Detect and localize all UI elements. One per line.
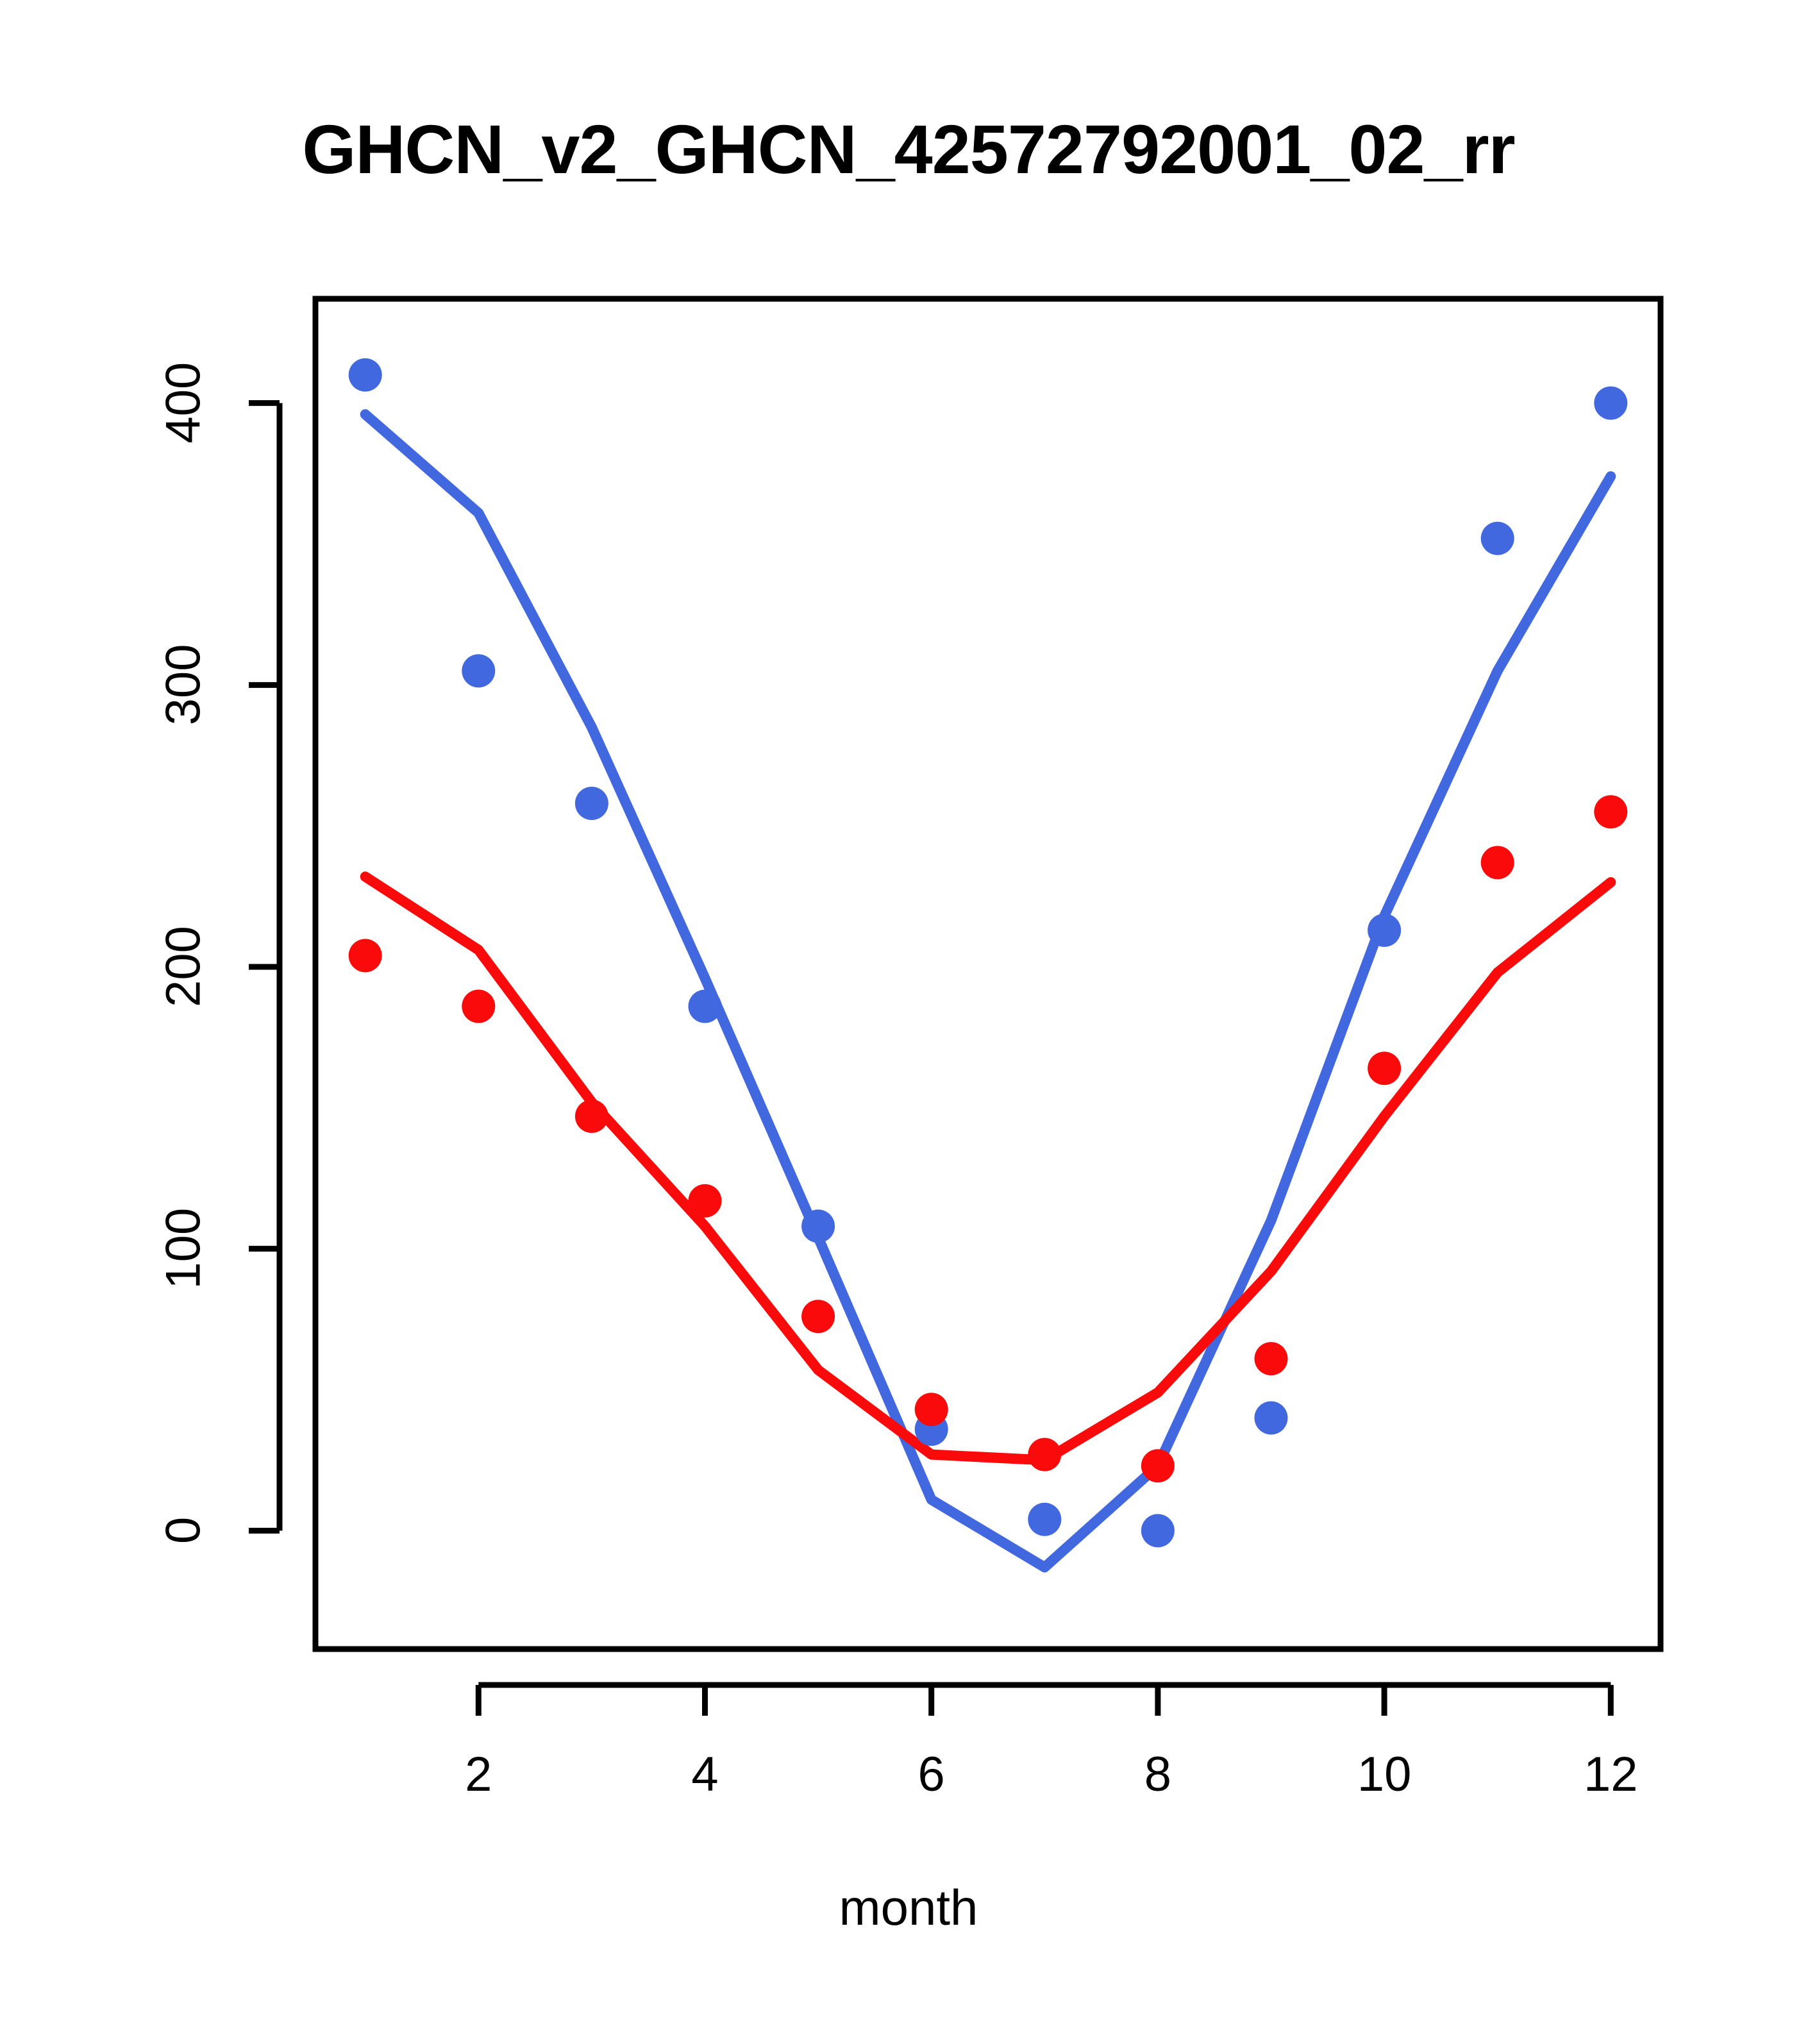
data-point-blue-points bbox=[462, 654, 496, 688]
data-point-red-points bbox=[688, 1184, 722, 1218]
y-axis-tick-label: 0 bbox=[156, 1516, 211, 1544]
x-axis-tick-label: 10 bbox=[1357, 1747, 1412, 1802]
plot-box bbox=[312, 296, 1664, 1652]
data-point-red-points bbox=[1480, 846, 1514, 880]
plot-frame bbox=[312, 296, 1664, 1652]
data-point-red-points bbox=[914, 1393, 948, 1427]
data-point-red-points bbox=[1368, 1051, 1402, 1085]
data-point-red-points bbox=[574, 1100, 608, 1134]
data-point-blue-points bbox=[1368, 913, 1402, 947]
data-point-red-points bbox=[1141, 1449, 1175, 1483]
data-point-blue-points bbox=[1254, 1401, 1288, 1435]
data-point-red-points bbox=[348, 939, 382, 973]
y-axis-tick-label: 200 bbox=[156, 926, 211, 1007]
x-axis-tick-label: 4 bbox=[691, 1747, 719, 1802]
data-point-red-points bbox=[801, 1300, 835, 1334]
data-point-blue-points bbox=[348, 358, 382, 392]
y-axis-tick-label: 100 bbox=[156, 1207, 211, 1289]
x-axis-tick-label: 8 bbox=[1144, 1747, 1172, 1802]
axis-group bbox=[249, 400, 1614, 1716]
data-point-blue-points bbox=[801, 1209, 835, 1243]
data-point-red-points bbox=[1594, 795, 1628, 829]
x-axis-label: month bbox=[839, 1879, 978, 1936]
x-axis-tick-label: 2 bbox=[465, 1747, 492, 1802]
data-point-blue-points bbox=[1028, 1502, 1062, 1536]
data-point-blue-points bbox=[1141, 1514, 1175, 1548]
page-title: GHCN_v2_GHCN_42572792001_02_rr bbox=[302, 110, 1515, 188]
data-point-blue-points bbox=[574, 787, 608, 821]
series-line-blue-line bbox=[360, 409, 1616, 1573]
data-point-blue-points bbox=[1480, 521, 1514, 555]
y-axis-tick-label: 400 bbox=[156, 362, 211, 444]
series-line-red-line bbox=[360, 871, 1616, 1466]
data-point-red-points bbox=[1028, 1437, 1062, 1471]
data-point-red-points bbox=[1254, 1342, 1288, 1376]
x-axis-tick-label: 12 bbox=[1584, 1747, 1638, 1802]
data-point-blue-points bbox=[1594, 386, 1628, 420]
x-axis-tick-label: 6 bbox=[917, 1747, 945, 1802]
data-point-red-points bbox=[462, 989, 496, 1023]
series-group bbox=[348, 358, 1628, 1573]
y-axis-tick-label: 300 bbox=[156, 644, 211, 726]
data-point-blue-points bbox=[688, 989, 722, 1023]
